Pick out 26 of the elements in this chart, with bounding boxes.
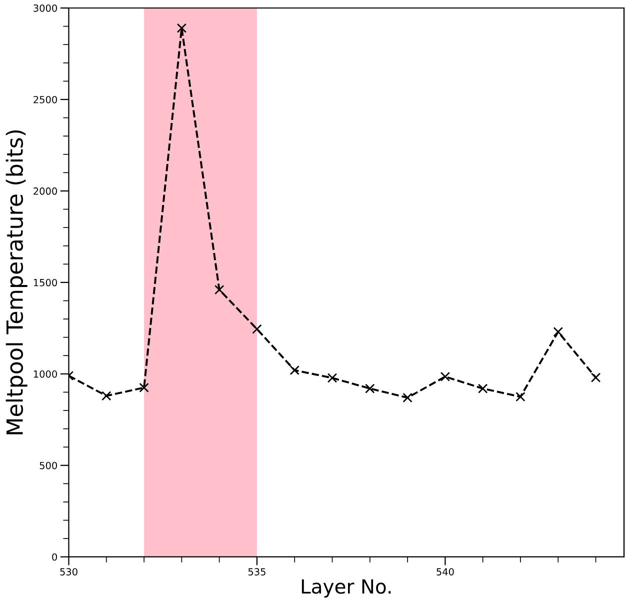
point — [402, 392, 412, 403]
y-tick-label: 0 — [52, 553, 57, 561]
point — [478, 384, 488, 394]
x-tick-label: 530 — [60, 568, 78, 576]
x-tick-label: 540 — [436, 568, 454, 576]
point — [590, 372, 601, 382]
point — [440, 372, 450, 382]
x-axis-title: Layer No. — [302, 579, 391, 598]
y-tick-label: 1000 — [34, 370, 57, 378]
point — [290, 365, 300, 376]
y-tick-label: 2500 — [34, 96, 57, 104]
point — [553, 326, 563, 337]
point — [516, 392, 526, 402]
point — [365, 384, 375, 394]
y-tick-label: 3000 — [34, 4, 57, 12]
point — [327, 373, 338, 383]
point — [214, 284, 224, 295]
point — [102, 390, 112, 401]
y-tick-label: 1500 — [34, 278, 57, 286]
point — [139, 382, 149, 392]
x-tick-label: 535 — [248, 568, 266, 576]
point — [176, 23, 187, 33]
point — [252, 324, 262, 334]
y-axis-title: Meltpool Temperature (bits) — [6, 130, 28, 434]
y-tick-label: 2000 — [34, 187, 57, 195]
y-tick-label: 500 — [40, 462, 57, 470]
